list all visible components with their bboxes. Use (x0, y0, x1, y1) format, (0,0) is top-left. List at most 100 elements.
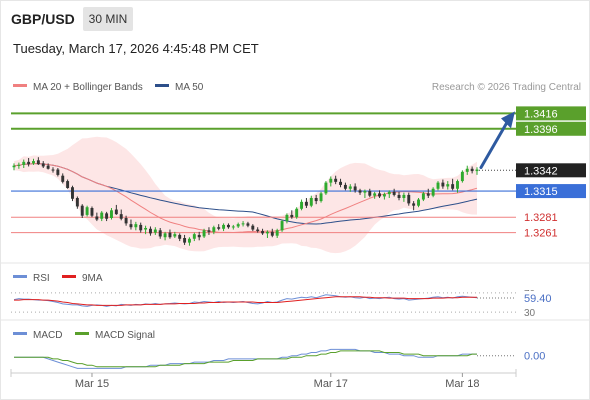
rsi-legend-swatch (13, 275, 27, 278)
forecast-arrow-head (501, 111, 515, 129)
x-tick-label: Mar 18 (445, 378, 479, 390)
candle-body (368, 191, 372, 196)
candle-body (12, 165, 16, 168)
ma20-line (13, 162, 478, 234)
candle-body (231, 226, 235, 228)
bollinger-band (14, 136, 477, 254)
candle-body (119, 214, 123, 219)
rsi-ma-legend-swatch (62, 275, 76, 278)
candle-body (100, 212, 104, 219)
candle-body (382, 194, 386, 197)
ma50-legend-swatch (155, 84, 169, 87)
candle-body (256, 229, 260, 232)
candle-body (129, 224, 133, 228)
candle-body (285, 214, 289, 222)
candle-body (226, 224, 230, 228)
candle-body (85, 207, 89, 215)
candle-body (61, 175, 65, 182)
candle-body (149, 228, 152, 234)
candle-body (339, 181, 342, 185)
candle-body (363, 191, 367, 193)
ma50-legend-label: MA 50 (175, 82, 204, 93)
x-tick-label: Mar 17 (314, 378, 348, 390)
candle-body (441, 182, 445, 187)
candle-body (56, 169, 60, 175)
candle-body (51, 169, 55, 171)
candle-body (46, 165, 50, 169)
candle-body (139, 224, 143, 231)
rsi-ma-legend-label: 9MA (82, 273, 103, 284)
candle-body (110, 210, 113, 218)
candle-body (329, 178, 333, 183)
candle-body (392, 191, 396, 195)
macd-signal-legend-swatch (75, 332, 89, 335)
copyright-label: Research © 2026 Trading Central (432, 82, 581, 93)
candle-body (75, 198, 79, 207)
candle-body (236, 224, 240, 227)
candle-body (163, 233, 167, 238)
pivot-label: 1.3315 (524, 186, 558, 198)
candle-body (460, 171, 464, 182)
candle-body (324, 182, 328, 194)
candle-body (168, 232, 172, 238)
current-price-label: 1.3342 (524, 165, 558, 177)
candle-body (27, 161, 31, 165)
datetime-label: Tuesday, March 17, 2026 4:45:48 PM CET (13, 41, 259, 56)
resistance-label-box (516, 106, 586, 121)
candle-body (22, 161, 26, 165)
x-tick-label: Mar 15 (75, 378, 109, 390)
resistance-label: 1.3396 (524, 124, 558, 136)
candle-body (17, 164, 21, 166)
macd-last-label: 0.00 (524, 351, 545, 363)
candle-body (124, 218, 128, 224)
candle-body (144, 228, 148, 230)
candle-body (207, 230, 211, 232)
candle-body (314, 198, 318, 202)
candle-body (348, 186, 352, 189)
candle-body (32, 161, 35, 164)
candle-body (251, 225, 255, 230)
candle-body (451, 184, 455, 189)
candle-body (66, 181, 70, 188)
candle-body (217, 227, 221, 229)
candle-body (192, 234, 196, 239)
candle-body (270, 231, 274, 236)
candle-body (134, 224, 138, 228)
candle-body (105, 213, 109, 219)
candle-body (426, 193, 430, 196)
timeframe-button[interactable]: 30 MIN (83, 7, 133, 31)
candle-body (153, 229, 157, 233)
candle-body (465, 168, 469, 172)
symbol-label: GBP/USD (11, 11, 75, 27)
resistance-label-box (516, 121, 586, 136)
rsi-legend-label: RSI (33, 273, 50, 284)
candle-body (417, 199, 420, 206)
candle-body (183, 238, 187, 243)
candle-body (95, 216, 99, 220)
candle-body (275, 230, 279, 236)
candle-body (173, 234, 177, 237)
candle-body (387, 191, 391, 195)
candle-body (178, 234, 182, 239)
candle-body (436, 182, 440, 189)
support-label: 1.3261 (524, 228, 558, 240)
candle-body (402, 194, 406, 198)
macd-line (14, 348, 477, 369)
candle-body (41, 163, 45, 167)
candle-body (114, 209, 118, 215)
candle-body (158, 230, 162, 237)
pivot-label-box (516, 184, 586, 199)
candle-body (246, 223, 250, 226)
candle-body (319, 193, 323, 202)
candle-body (421, 193, 425, 200)
macd-signal-legend-label: MACD Signal (95, 330, 155, 341)
candle-body (290, 214, 294, 218)
forecast-arrow-shaft (479, 120, 509, 170)
candle-body (197, 234, 201, 238)
candle-body (353, 186, 357, 191)
candle-body (343, 184, 347, 189)
candle-body (304, 201, 308, 206)
candle-body (36, 160, 40, 165)
rsi-last-label: 59.40 (524, 293, 552, 305)
